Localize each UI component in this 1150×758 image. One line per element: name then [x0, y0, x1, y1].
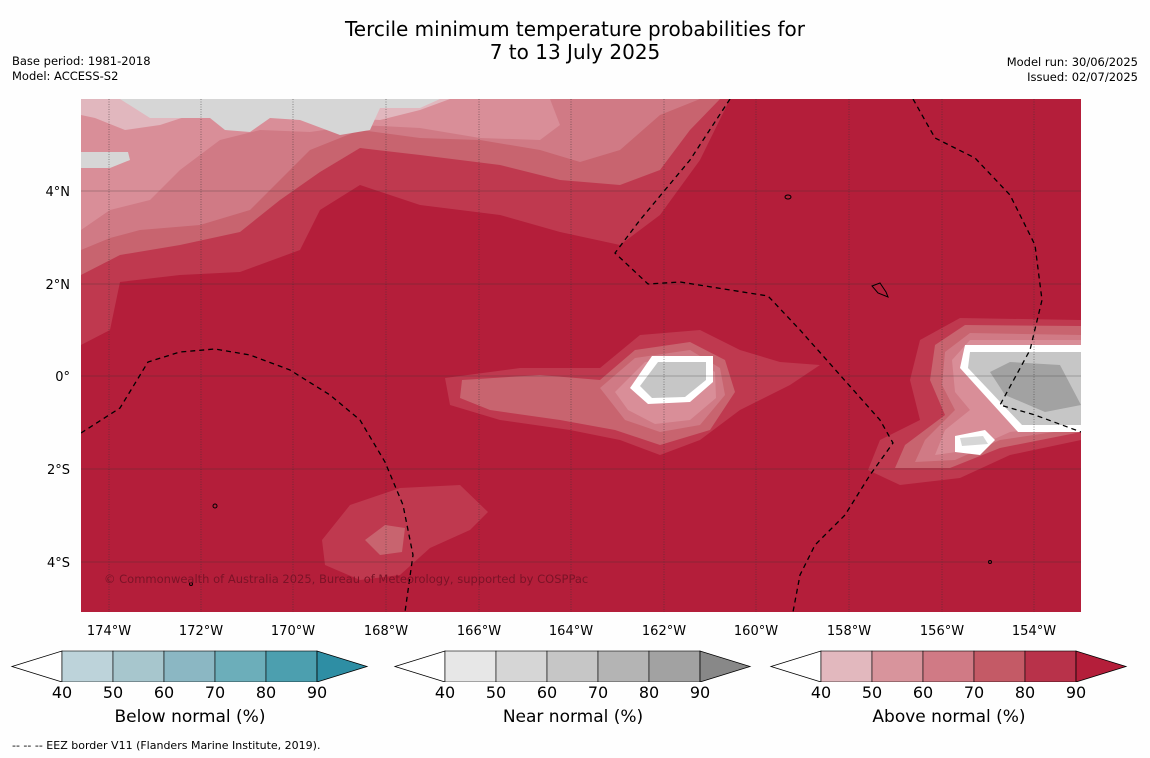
lon-tick-label: 168°W	[364, 624, 408, 639]
colorbar-swatch	[820, 650, 873, 683]
colorbar-swatch	[546, 650, 599, 683]
colorbar-tick-label: 40	[51, 683, 73, 702]
contour-near-north	[120, 99, 440, 135]
lon-tick-label: 162°W	[642, 624, 686, 639]
colorbar-near-label: Near normal (%)	[502, 707, 644, 727]
lat-tick-label: 2°S	[47, 463, 70, 478]
colorbar-tick-label: 40	[434, 683, 456, 702]
base-period: Base period: 1981-2018	[12, 54, 151, 68]
colorbar-low-arrow	[769, 650, 822, 683]
islands	[189, 194, 992, 586]
base-info: Base period: 1981-2018 Model: ACCESS-S2	[12, 54, 151, 84]
run-info: Model run: 30/06/2025 Issued: 02/07/2025	[1007, 55, 1138, 85]
colorbar-above: Above normal (%) 40 50 60 70 80 90	[769, 648, 1129, 738]
lon-tick-label: 154°W	[1012, 624, 1056, 639]
colorbar-low-arrow	[10, 650, 63, 683]
lon-tick-label: 170°W	[271, 624, 315, 639]
colorbar-swatch	[973, 650, 1026, 683]
lat-tick-label: 2°N	[46, 278, 71, 293]
model-name: Model: ACCESS-S2	[12, 69, 119, 83]
axis-labels: 174°W 172°W 170°W 168°W 166°W 164°W 162°W 160°W…	[46, 185, 1057, 639]
colorbar-swatch	[444, 650, 497, 683]
copyright-text: © Commonwealth of Australia 2025, Bureau…	[104, 572, 588, 586]
colorbar-tick-label: 50	[861, 683, 883, 702]
colorbar-swatch	[61, 650, 114, 683]
colorbar-near-swatches	[393, 650, 752, 683]
colorbar-below-label: Below normal (%)	[114, 707, 266, 727]
colorbar-tick-label: 50	[102, 683, 124, 702]
colorbar-below: Below normal (%) 40 50 60 70 80 90	[10, 648, 370, 738]
lon-tick-label: 158°W	[827, 624, 871, 639]
contour-near-east-core	[990, 362, 1081, 412]
colorbar-tick-label: 70	[587, 683, 609, 702]
colorbar-tick-label: 90	[306, 683, 328, 702]
colorbar-swatch	[922, 650, 975, 683]
colorbar-swatch	[163, 650, 216, 683]
colorbar-tick-label: 60	[536, 683, 558, 702]
island-jarvis	[784, 194, 792, 200]
contour-near-left-edge	[81, 152, 130, 168]
colorbar-above-swatches	[769, 650, 1128, 683]
island-kiritimati	[871, 282, 889, 298]
colorbar-swatch	[112, 650, 165, 683]
contour-above-60-small	[166, 200, 210, 216]
lon-tick-label: 164°W	[549, 624, 593, 639]
colorbar-high-arrow	[316, 650, 369, 683]
lat-tick-label: 4°S	[47, 556, 70, 571]
lat-tick-label: 4°N	[46, 185, 71, 200]
colorbar-tick-label: 90	[1065, 683, 1087, 702]
title-line-2: 7 to 13 July 2025	[489, 40, 661, 64]
colorbar-swatch	[648, 650, 701, 683]
graticule	[81, 99, 1081, 612]
colorbar-swatch	[495, 650, 548, 683]
colorbar-tick-label: 70	[204, 683, 226, 702]
contour-above-80-southwest	[322, 485, 488, 580]
colorbar-tick-label: 50	[485, 683, 507, 702]
colorbar-swatch	[1024, 650, 1077, 683]
island-small-3	[988, 560, 992, 564]
eez-border-northeast	[912, 99, 1081, 433]
eez-footnote: -- -- -- EEZ border V11 (Flanders Marine…	[12, 739, 321, 752]
colorbar-tick-label: 70	[963, 683, 985, 702]
lon-tick-label: 160°W	[734, 624, 778, 639]
colorbar-swatch	[265, 650, 318, 683]
island-small-2	[189, 582, 193, 586]
issued-date: Issued: 02/07/2025	[1027, 70, 1138, 84]
colorbar-tick-label: 80	[638, 683, 660, 702]
colorbar-low-arrow	[393, 650, 446, 683]
lon-tick-label: 174°W	[87, 624, 131, 639]
contour-near-east-small-inner	[960, 436, 988, 446]
eez-borders	[81, 99, 1081, 612]
lat-tick-label: 0°	[55, 370, 70, 385]
colorbar-tick-label: 80	[1014, 683, 1036, 702]
contour-near-central-inner	[640, 362, 706, 398]
contour-above-60-north	[81, 99, 700, 250]
colorbar-tick-label: 40	[810, 683, 832, 702]
colorbar-tick-label: 90	[689, 683, 711, 702]
colorbar-swatch	[597, 650, 650, 683]
colorbar-swatch	[214, 650, 267, 683]
lon-tick-label: 172°W	[179, 624, 223, 639]
colorbar-tick-label: 60	[912, 683, 934, 702]
map-area	[81, 99, 1081, 612]
island-small-1	[212, 503, 218, 509]
model-run: Model run: 30/06/2025	[1006, 55, 1138, 69]
lon-tick-label: 156°W	[920, 624, 964, 639]
colorbar-tick-label: 80	[255, 683, 277, 702]
eez-border-southwest	[81, 348, 414, 612]
colorbar-high-arrow	[1075, 650, 1128, 683]
lon-tick-label: 166°W	[457, 624, 501, 639]
chart-title: Tercile minimum temperature probabilitie…	[0, 18, 1150, 64]
colorbar-above-label: Above normal (%)	[872, 707, 1026, 727]
colorbar-swatch	[871, 650, 924, 683]
colorbar-tick-label: 60	[153, 683, 175, 702]
colorbar-high-arrow	[699, 650, 752, 683]
colorbar-near: Near normal (%) 40 50 60 70 80 90	[393, 648, 753, 738]
eez-border-north-central	[614, 99, 894, 612]
contour-above-70-southwest	[365, 525, 405, 555]
title-line-1: Tercile minimum temperature probabilitie…	[344, 17, 806, 41]
colorbar-below-swatches	[10, 650, 369, 683]
